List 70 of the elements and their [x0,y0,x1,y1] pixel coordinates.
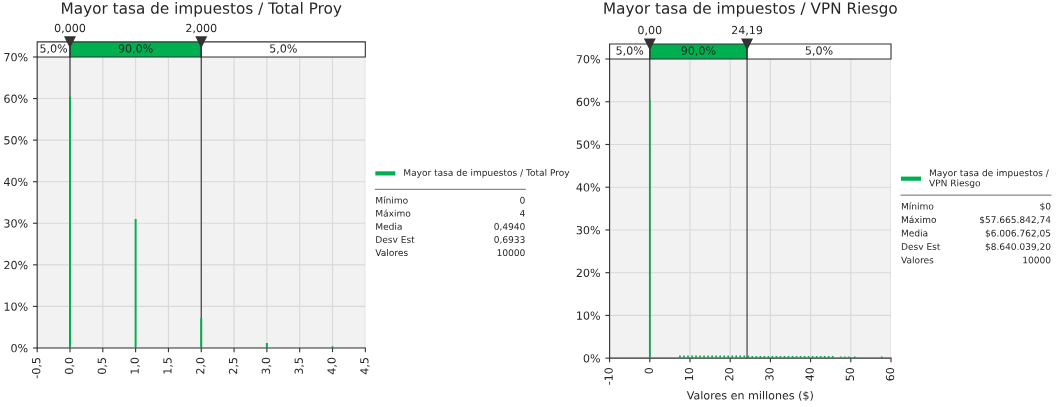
x-tick-label: 0,0 [64,357,75,374]
y-tick-label: 0% [11,343,28,353]
text: $57.665.842,74 [979,216,1051,225]
y-tick-label: 60% [576,97,600,107]
x-tick-label: 2,0 [196,357,206,374]
y-tick-label: 40% [3,177,28,187]
text: 0 [520,196,525,204]
y-tick-label: 60% [4,94,28,103]
y-tick-label: 50% [576,140,600,149]
y-tick-label: 10% [4,302,28,311]
chart-title: Mayor tasa de impuestos / Total Proy [62,2,342,17]
text: Mínimo [376,196,408,204]
chart-title: Mayor tasa de impuestos / VPN Riesgo [604,2,897,17]
ref-line-label: 0,00 [638,25,662,36]
text: Desv Est [376,236,415,243]
x-axis-title: Valores en millones ($) [686,390,813,401]
text: Media [901,229,928,237]
x-tick-label: 4,0 [327,357,337,375]
text: 5,0% [270,44,297,54]
x-tick-label: 3,5 [294,357,305,374]
y-tick-label: 20% [576,268,600,278]
x-tick-label: 1,5 [163,357,173,374]
y-tick-label: 40% [576,183,600,192]
x-tick-label: 30 [765,367,774,381]
text: 5,0% [805,46,833,56]
y-tick-label: 50% [4,136,28,145]
y-tick-label: 70% [576,54,600,64]
text: Media [376,222,402,230]
y-tick-label: 70% [4,52,28,62]
text: $6.006.762,05 [985,229,1051,238]
text: $8.640.039,20 [985,242,1051,252]
y-tick-label: 30% [576,225,600,235]
text: 0,4940 [494,223,525,231]
x-tick-label: 60 [885,367,895,381]
text: 5,0% [616,46,644,56]
x-tick-label: 2,5 [228,357,239,374]
x-tick-label: 0 [644,367,654,374]
legend-label: Mayor tasa de impuestos / VPN Riesgo [929,169,1049,189]
text: Valores [901,256,934,264]
y-tick-label: 30% [4,219,28,228]
x-tick-label: -0,5 [31,357,42,379]
x-tick-label: 50 [845,367,855,381]
ref-line-label: 24,19 [731,25,763,36]
text: 4 [520,210,525,217]
text: Máximo [376,209,411,217]
y-tick-label: 20% [4,260,28,270]
x-tick-label: 10 [684,367,694,381]
x-tick-label: 4,5 [360,357,370,375]
y-tick-label: 10% [577,311,600,320]
x-tick-label: 40 [805,367,814,381]
x-tick-label: 20 [725,367,734,381]
text: 5,0% [40,44,68,54]
text: 10000 [1023,256,1051,264]
x-tick-label: 3,0 [261,357,272,374]
x-tick-label: -10 [604,367,613,385]
text: Valores [375,249,408,257]
text: 10000 [497,249,525,257]
x-tick-label: 1,0 [130,357,140,374]
ref-line-label: 2,000 [186,23,217,34]
text: Máximo [901,215,937,224]
text: 90,0% [118,44,153,54]
text: Desv Est [901,243,941,250]
ref-line-label: 0,000 [54,23,86,34]
text: 90,0% [681,46,716,56]
text: 0,6933 [494,236,525,244]
x-tick-label: 0,5 [97,357,108,374]
text: Mínimo [901,202,934,210]
legend-label: Mayor tasa de impuestos / Total Proy [404,169,570,178]
y-tick-label: 0% [583,354,600,363]
text: $0 [1040,202,1051,211]
